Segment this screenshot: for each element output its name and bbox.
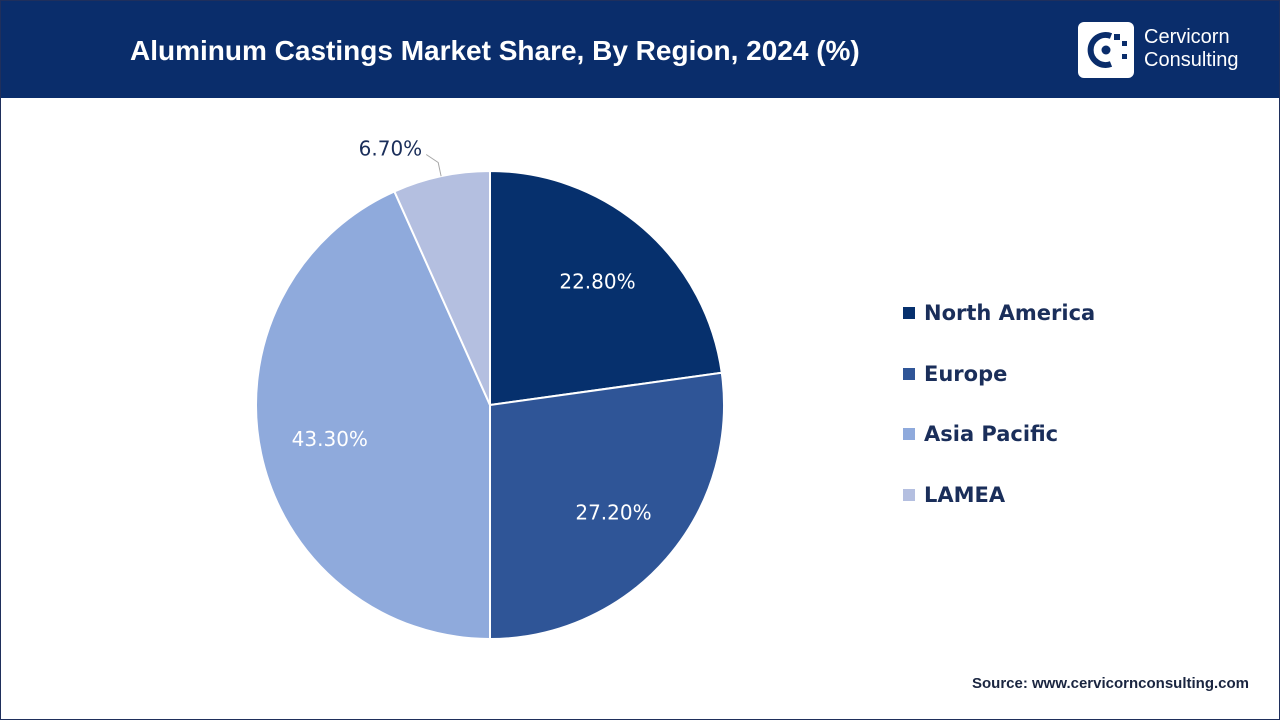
leader-line-lamea [425, 154, 442, 177]
legend-swatch [903, 428, 915, 440]
pie-slice-europe [489, 371, 725, 641]
legend-swatch [903, 307, 915, 319]
source-note: Source: www.cervicornconsulting.com [971, 675, 1249, 692]
legend-label: Europe [924, 361, 1008, 386]
brand-name-line1: Cervicorn [1144, 26, 1230, 48]
legend-label: Asia Pacific [924, 422, 1059, 446]
data-label-lamea: 6.70% [359, 137, 423, 161]
legend-label: North America [924, 301, 1096, 325]
brand-name: Cervicorn Consulting [1144, 26, 1239, 72]
chart-title: Aluminum Castings Market Share, By Regio… [130, 35, 860, 66]
legend-swatch [903, 488, 915, 501]
legend-label: LAMEA [924, 482, 1006, 507]
data-label-north-america: 22.80% [559, 270, 635, 294]
cervicorn-logo-icon [1078, 22, 1134, 78]
pie-slice-asia-pacific [255, 190, 491, 641]
pie-slice-north-america [489, 169, 723, 407]
data-label-asia-pacific: 43.30% [292, 427, 368, 451]
brand-name-line2: Consulting [1144, 49, 1239, 71]
brand-logo: Cervicorn Consulting [1078, 22, 1258, 78]
legend-swatch [903, 367, 915, 380]
data-label-europe: 27.20% [575, 501, 651, 525]
header-bar: Aluminum Castings Market Share, By Regio… [1, 1, 1279, 98]
